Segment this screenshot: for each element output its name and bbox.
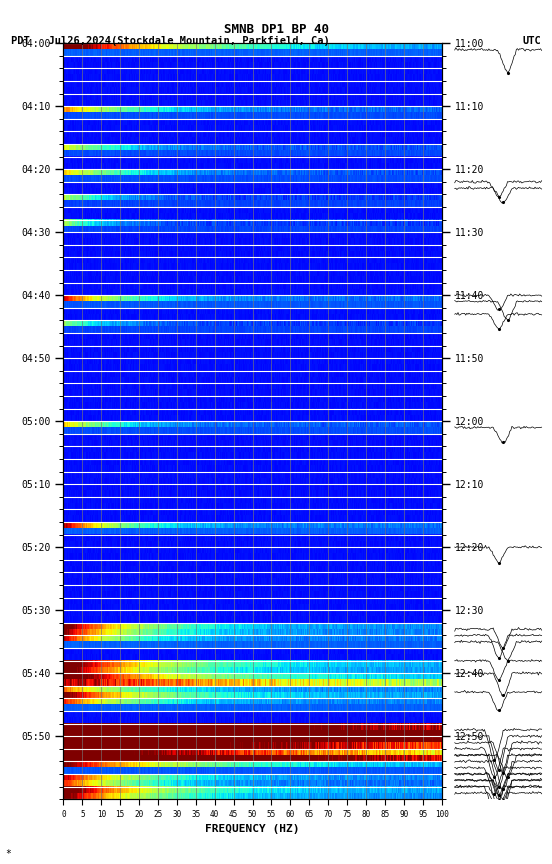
Text: UTC: UTC [522, 36, 541, 47]
Text: PDT   Jul26,2024(Stockdale Mountain, Parkfield, Ca): PDT Jul26,2024(Stockdale Mountain, Parkf… [11, 36, 330, 47]
Text: SMNB DP1 BP 40: SMNB DP1 BP 40 [224, 23, 328, 36]
Text: *: * [6, 849, 12, 859]
X-axis label: FREQUENCY (HZ): FREQUENCY (HZ) [205, 824, 300, 834]
